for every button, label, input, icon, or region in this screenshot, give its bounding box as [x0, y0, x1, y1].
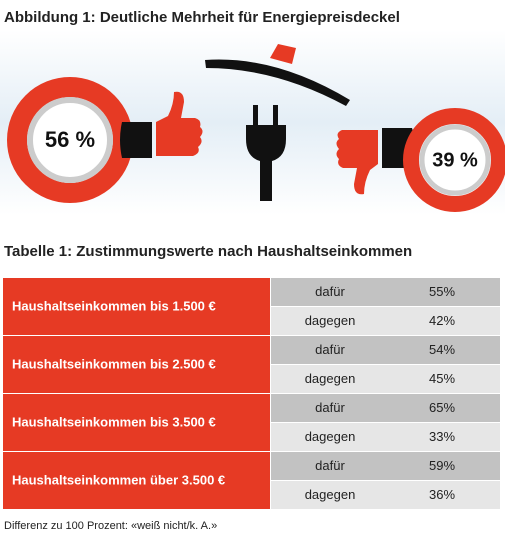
approval-value: 56 %: [45, 127, 95, 152]
plug-icon: [246, 105, 286, 201]
for-cell: [271, 452, 500, 480]
against-cell: [271, 307, 500, 335]
against-label: dagegen: [305, 487, 356, 502]
for-cell: [271, 336, 500, 364]
approval-inner: [27, 97, 113, 183]
group-cell: [3, 278, 270, 335]
lid-icon: [205, 44, 350, 106]
rejection-ring: [403, 108, 505, 212]
against-value: 36%: [429, 487, 455, 502]
group-cell: [3, 452, 270, 509]
group-cell: [3, 336, 270, 393]
group-label: Haushaltseinkommen bis 1.500 €: [12, 298, 216, 313]
against-value: 33%: [429, 429, 455, 444]
against-label: dagegen: [305, 371, 356, 386]
for-value: 55%: [429, 284, 455, 299]
table: Haushaltseinkommen bis 1.500 € dafür 55% da…: [3, 278, 500, 509]
footnote: Differenz zu 100 Prozent: «weiß nicht/k.…: [4, 520, 217, 532]
against-value: 45%: [429, 371, 455, 386]
for-label: dafür: [315, 284, 345, 299]
for-value: 54%: [429, 342, 455, 357]
against-label: dagegen: [305, 313, 356, 328]
for-cell: [271, 278, 500, 306]
figure-title: Abbildung 1: Deutliche Mehrheit für Ener…: [4, 9, 400, 26]
table-title: Tabelle 1: Zustimmungswerte nach Haushal…: [4, 243, 412, 260]
for-label: dafür: [315, 342, 345, 357]
against-cell: [271, 365, 500, 393]
against-cell: [271, 481, 500, 509]
group-cell: [3, 394, 270, 451]
rejection-value: 39 %: [432, 149, 478, 171]
for-label: dafür: [315, 400, 345, 415]
group-label: Haushaltseinkommen bis 3.500 €: [12, 414, 216, 429]
against-value: 42%: [429, 313, 455, 328]
for-value: 59%: [429, 458, 455, 473]
against-cell: [271, 423, 500, 451]
against-label: dagegen: [305, 429, 356, 444]
thumb-up-icon: [120, 91, 203, 158]
group-label: Haushaltseinkommen über 3.500 €: [12, 472, 225, 487]
group-label: Haushaltseinkommen bis 2.500 €: [12, 356, 216, 371]
rejection-inner: [419, 124, 491, 196]
for-value: 65%: [429, 400, 455, 415]
for-cell: [271, 394, 500, 422]
for-label: dafür: [315, 458, 345, 473]
